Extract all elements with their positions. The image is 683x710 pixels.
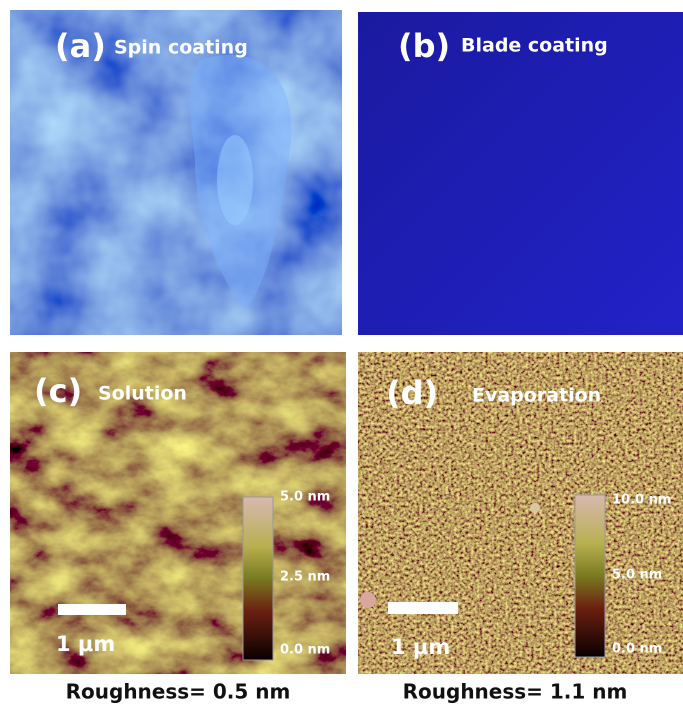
panel-label: (a) — [55, 27, 106, 65]
panel-b: (b) Blade coating — [358, 12, 683, 335]
colorbar — [575, 495, 605, 657]
crystal — [217, 135, 253, 225]
panel-title: Solution — [98, 383, 187, 405]
colorbar-label: 5.0 nm — [612, 568, 662, 583]
scale-bar-label: 1 μm — [391, 635, 450, 659]
scale-bar-label: 1 μm — [56, 632, 115, 656]
figure: (a) Spin coating (b) Blade coating (c) S… — [0, 0, 683, 706]
colorbar-label: 0.0 nm — [612, 642, 662, 657]
panel-title: Blade coating — [461, 35, 608, 57]
scale-bar — [388, 602, 458, 614]
colorbar-label: 5.0 nm — [280, 490, 330, 505]
colorbar-label: 0.0 nm — [280, 643, 330, 658]
page: {"panels":[ {"label":"(a)","title":"Spin… — [0, 0, 683, 706]
caption: Roughness= 1.1 nm — [403, 680, 628, 704]
particle — [360, 592, 376, 608]
panel-label: (b) — [398, 27, 450, 65]
panel-label: (d) — [386, 374, 438, 412]
colorbar-label: 2.5 nm — [280, 570, 330, 585]
panel-title: Spin coating — [114, 37, 248, 59]
particle — [530, 503, 540, 513]
caption: Roughness= 0.5 nm — [66, 680, 291, 704]
colorbar — [243, 497, 273, 660]
colorbar-label: 10.0 nm — [612, 493, 671, 508]
panel-a: (a) Spin coating — [10, 10, 342, 335]
scale-bar — [58, 604, 126, 615]
panel-c: (c) Solution 5.0 nm 2.5 nm 0.0 nm 1 μm — [10, 352, 346, 674]
panel-d: (d) Evaporation 10.0 nm 5.0 nm 0.0 nm 1 … — [358, 352, 683, 674]
panel-label: (c) — [34, 372, 82, 410]
panel-title: Evaporation — [472, 385, 601, 407]
